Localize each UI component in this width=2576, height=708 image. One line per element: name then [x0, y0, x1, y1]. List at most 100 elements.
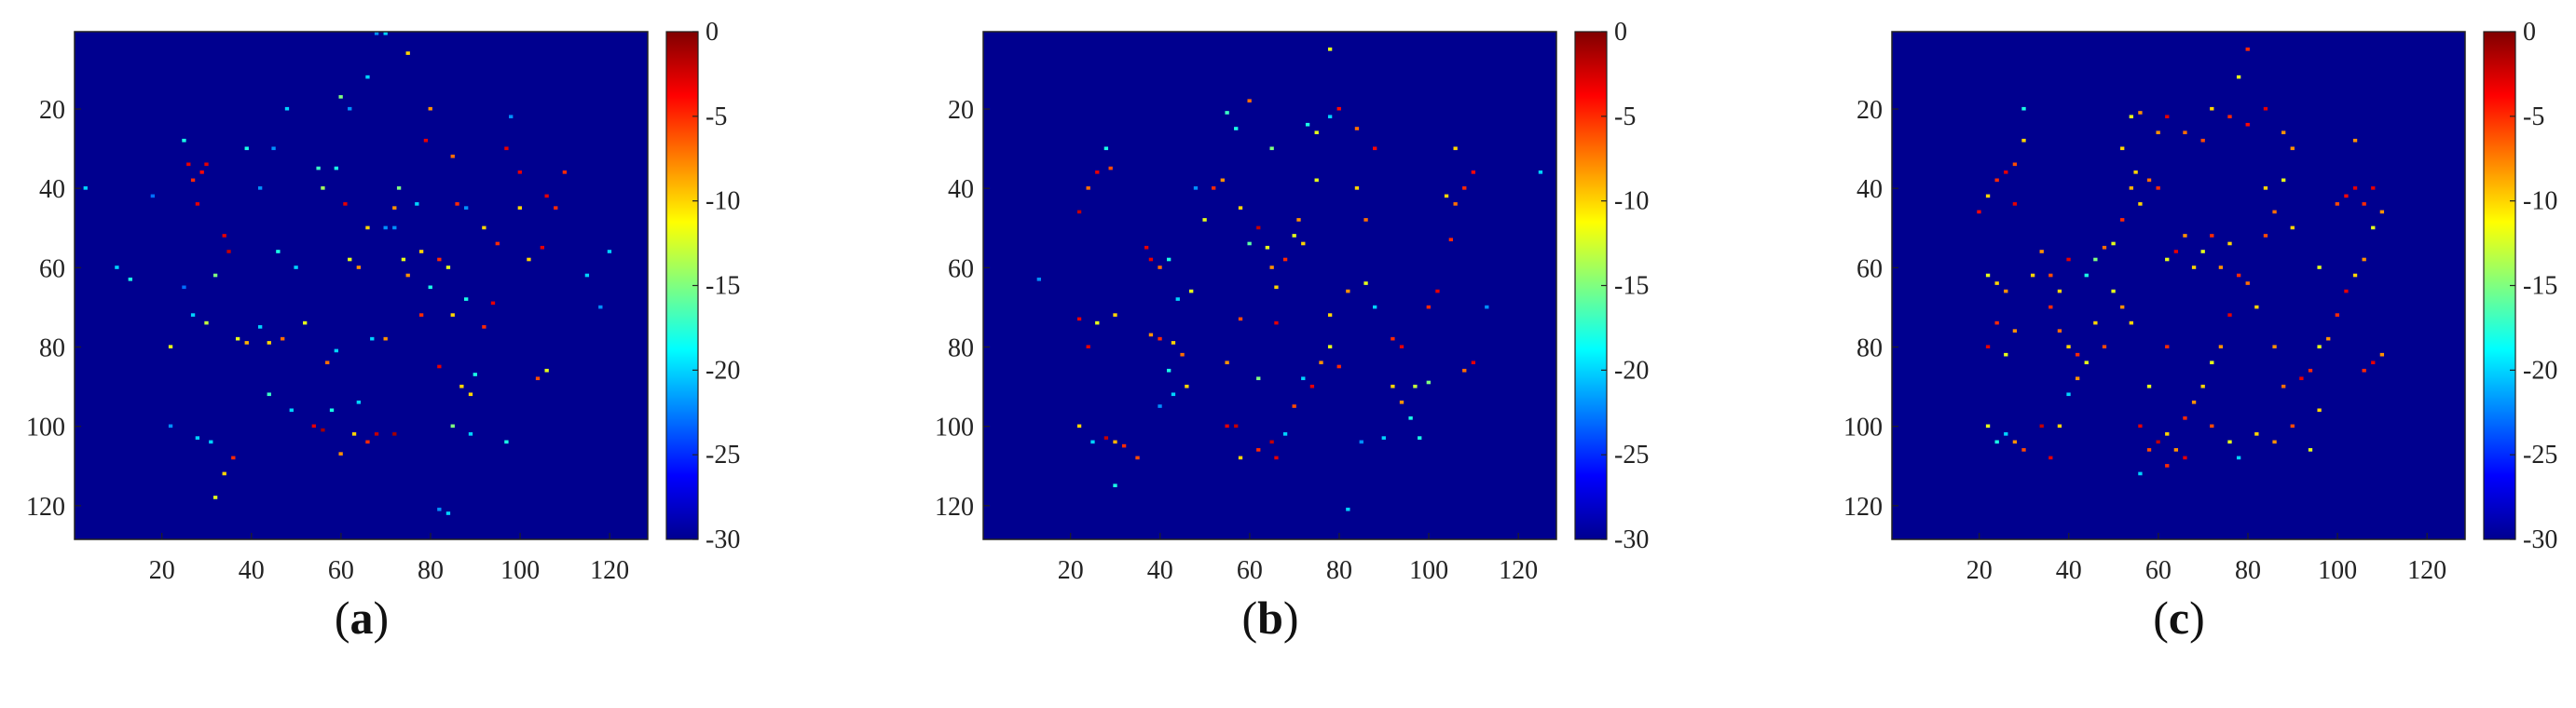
heatmap-cell: [1314, 178, 1319, 183]
heatmap-cell: [1296, 218, 1301, 222]
heatmap-cell: [190, 178, 196, 183]
heatmap-cell: [405, 273, 410, 278]
heatmap-cell: [2236, 456, 2241, 460]
heatmap-cell: [1076, 210, 1082, 214]
heatmap-cell: [1453, 202, 1458, 206]
heatmap-cell: [482, 225, 486, 230]
y-tick-label: 60: [948, 254, 974, 283]
heatmap-cell: [150, 194, 155, 198]
x-tick-label: 120: [1499, 556, 1538, 585]
heatmap-cell: [2263, 186, 2268, 190]
heatmap-cell: [1327, 313, 1333, 317]
heatmap-cell: [1305, 122, 1310, 127]
heatmap-cell: [482, 325, 486, 329]
heatmap-cell: [392, 225, 397, 230]
heatmap-cell: [325, 361, 330, 365]
colorbar-tick-label: 0: [2523, 18, 2536, 47]
heatmap-cell: [607, 250, 612, 253]
y-tick-label: 120: [26, 493, 65, 522]
heatmap-cell: [1462, 186, 1467, 190]
heatmap-cell: [2200, 384, 2205, 388]
heatmap-cell: [1336, 364, 1341, 369]
heatmap-cell: [1256, 225, 1261, 230]
heatmap-cell: [365, 75, 370, 79]
heatmap-cell: [1158, 266, 1162, 269]
heatmap-cell: [1247, 241, 1252, 246]
heatmap-cell: [182, 285, 186, 290]
heatmap-cell: [2146, 448, 2152, 452]
heatmap-cell: [276, 250, 281, 253]
heatmap-cell: [2281, 130, 2286, 135]
heatmap-cell: [168, 345, 173, 348]
heatmap-cell: [2254, 305, 2259, 309]
heatmap-cell: [2210, 361, 2214, 365]
heatmap-cell: [490, 301, 496, 306]
heatmap-cell: [2218, 345, 2224, 348]
heatmap-cell: [2281, 384, 2286, 388]
heatmap-cell: [1292, 404, 1296, 408]
heatmap-cell: [2335, 313, 2339, 317]
axes-frame: [1891, 31, 2466, 540]
heatmap-panel-c: 20 40 60 80 100 120 20 40 60 80 100 120 0 -5 -10 -15 -20…: [1843, 18, 2557, 585]
heatmap-cell: [2138, 424, 2143, 429]
heatmap-cell: [1225, 424, 1229, 429]
heatmap-cell: [473, 373, 477, 376]
heatmap-cell: [1282, 257, 1288, 262]
heatmap-cell: [1391, 384, 1395, 388]
heatmap-cell: [464, 297, 469, 301]
heatmap-cell: [2272, 440, 2277, 444]
heatmap-cell: [1095, 320, 1100, 325]
colorbar-tick-label: 0: [706, 18, 719, 47]
heatmap-cell: [2263, 106, 2268, 111]
heatmap-cell: [2290, 225, 2295, 230]
heatmap-cell: [450, 154, 455, 158]
heatmap-cell: [450, 313, 455, 317]
heatmap-background: [75, 32, 648, 539]
heatmap-cell: [445, 511, 451, 515]
heatmap-cell: [365, 225, 370, 230]
heatmap-cell: [1234, 127, 1239, 130]
heatmap-cell: [2084, 273, 2089, 278]
heatmap-cell: [1462, 368, 1467, 373]
heatmap-cell: [2057, 329, 2062, 333]
colorbar-tick-label: -10: [2523, 187, 2557, 216]
heatmap-cell: [1399, 400, 1404, 404]
colorbar-tick-label: -30: [706, 525, 740, 554]
y-tick-label: 40: [39, 175, 65, 204]
heatmap-cell: [1538, 170, 1543, 174]
heatmap-cell: [2308, 368, 2313, 373]
y-tick-label: 60: [1857, 254, 1883, 283]
heatmap-cell: [562, 170, 568, 174]
heatmap-cell: [2272, 210, 2277, 214]
heatmap-cell: [1319, 361, 1323, 365]
heatmap-cell: [1269, 266, 1274, 269]
heatmap-cell: [1985, 194, 1991, 198]
y-tick-label: 40: [948, 175, 974, 204]
heatmap-cell: [2075, 376, 2080, 381]
heatmap-cell: [1095, 170, 1100, 174]
heatmap-cell: [383, 32, 388, 35]
heatmap-cell: [2138, 202, 2143, 206]
y-tick-label: 60: [39, 254, 65, 283]
heatmap-cell: [2200, 138, 2205, 143]
heatmap-cell: [1994, 440, 1999, 444]
heatmap-cell: [2012, 202, 2018, 206]
heatmap-cell: [2093, 257, 2098, 262]
heatmap-cell: [334, 348, 338, 353]
axes-frame: [74, 31, 649, 540]
heatmap-cell: [1166, 257, 1172, 262]
heatmap-cell: [1269, 146, 1274, 151]
heatmap-cell: [468, 392, 473, 397]
y-tick-label: 20: [948, 96, 974, 125]
heatmap-cell: [1144, 245, 1149, 250]
heatmap-cell: [222, 471, 226, 476]
heatmap-cell: [267, 341, 271, 345]
heatmap-cell: [2057, 424, 2062, 429]
y-tick-label: 80: [948, 334, 974, 362]
heatmap-cell: [284, 106, 290, 111]
heatmap-cell: [195, 202, 200, 206]
heatmap-cell: [2210, 234, 2214, 238]
heatmap-cell: [383, 225, 388, 230]
heatmap-cell: [128, 277, 132, 281]
heatmap-cell: [1977, 210, 1981, 214]
